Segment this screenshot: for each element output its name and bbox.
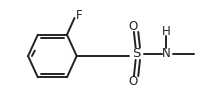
Text: H: H xyxy=(162,25,171,38)
Text: N: N xyxy=(162,47,171,60)
Text: O: O xyxy=(128,20,137,33)
Text: F: F xyxy=(76,9,82,22)
Text: O: O xyxy=(128,75,137,88)
Text: S: S xyxy=(132,47,140,60)
